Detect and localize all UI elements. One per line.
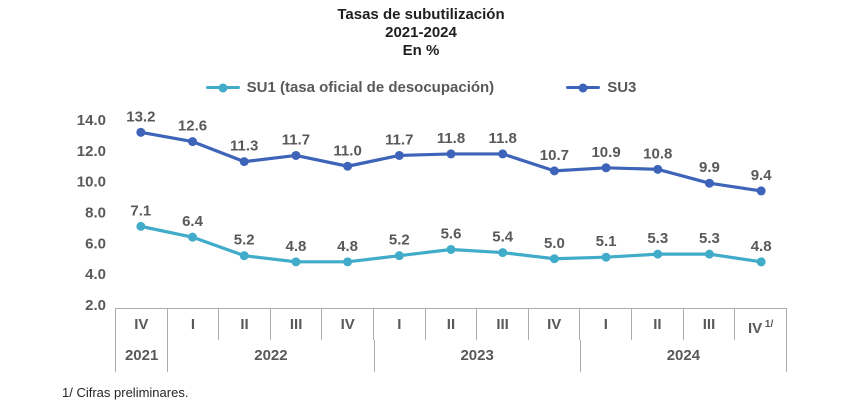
data-label-su1: 5.2 [389,232,410,249]
data-point-su1 [188,232,198,242]
data-point-su1 [343,257,353,267]
su1-legend-marker-icon [205,83,240,92]
data-label-su1: 6.4 [182,213,204,230]
x-axis-year-2024: 2024 [581,340,788,372]
x-axis-year-2023: 2023 [375,340,581,372]
y-axis-tick-label: 12.0 [77,143,106,160]
data-point-su1 [239,251,249,261]
x-axis-quarter-4: III [271,309,323,340]
legend-label-su1: SU1 (tasa oficial de desocupación) [246,79,495,96]
data-label-su1: 5.3 [647,230,668,247]
data-point-su3 [446,149,456,159]
data-point-su3 [601,163,611,173]
data-label-su3: 11.8 [489,130,517,147]
x-axis-table: IV I II III IV I II III IV I II III IV 1/ 2021 2022 20… [115,308,788,372]
x-axis-year-2022: 2022 [168,340,375,372]
chart-title-line2: 2021-2024 [385,24,457,41]
x-axis-year-2021: 2021 [116,340,169,372]
x-axis-quarter-6: I [374,309,426,340]
chart-title: Tasas de subutilización 2021-2024 En % [54,6,788,60]
legend-item-su1: SU1 (tasa oficial de desocupación) [205,79,495,96]
x-axis-quarter-11: II [632,309,684,340]
data-label-su3: 13.2 [126,108,155,125]
legend-item-su3: SU3 [566,79,636,96]
data-label-su3: 9.4 [751,167,773,184]
x-axis-quarter-7: II [426,309,478,340]
su1-legend-dot-icon [218,83,228,92]
su3-legend-marker-icon [566,83,601,92]
x-axis-quarter-5: IV [322,309,375,340]
data-label-su1: 4.8 [337,238,358,255]
data-point-su3 [498,149,508,159]
data-point-su3 [394,150,404,160]
x-axis-quarter-1: IV [116,309,168,340]
data-point-su1 [498,248,508,258]
data-point-su3 [291,150,301,160]
legend: SU1 (tasa oficial de desocupación) SU3 [54,79,788,96]
data-label-su3: 11.0 [333,142,361,159]
data-label-su1: 5.4 [492,229,514,246]
data-label-su3: 11.7 [282,131,310,148]
data-point-su1 [756,257,766,267]
footnote-marker: 1/ [762,319,774,330]
data-point-su3 [704,178,714,188]
data-label-su1: 5.2 [234,232,255,249]
data-label-su1: 4.8 [285,238,306,255]
chart-title-line1: Tasas de subutilización [337,6,505,23]
data-point-su3 [343,161,353,171]
x-axis-quarter-13: IV 1/ [735,309,787,340]
y-axis-tick-label: 14.0 [77,112,106,129]
data-label-su3: 10.8 [643,145,672,162]
y-axis-tick-label: 10.0 [77,174,106,191]
y-axis-tick-label: 6.0 [85,235,106,252]
x-axis-quarter-12: III [684,309,736,340]
y-axis-tick-label: 2.0 [85,297,106,314]
data-label-su1: 5.6 [441,226,462,243]
data-point-su1 [653,249,663,259]
data-point-su3 [136,127,146,137]
x-axis-quarter-8: III [477,309,529,340]
data-point-su3 [549,166,559,176]
x-axis-quarter-9: IV [529,309,581,340]
data-point-su1 [549,254,559,264]
footnote: 1/ Cifras preliminares. [62,385,189,400]
x-axis-quarter-row: IV I II III IV I II III IV I II III IV 1/ [115,309,787,340]
data-label-su3: 10.7 [540,147,569,164]
data-label-su3: 9.9 [699,159,720,176]
data-point-su1 [394,251,404,261]
x-axis-quarter-10: I [580,309,633,340]
data-label-su1: 4.8 [751,238,772,255]
data-point-su1 [446,245,456,254]
data-point-su1 [704,249,714,259]
legend-label-su3: SU3 [607,79,637,96]
data-point-su1 [136,221,146,231]
data-label-su3: 11.7 [385,131,413,148]
su3-legend-dot-icon [578,83,588,92]
data-label-su3: 11.8 [437,130,465,147]
data-point-su1 [291,257,301,267]
data-label-su1: 7.1 [130,202,151,219]
data-label-su1: 5.1 [596,233,617,250]
data-label-su3: 10.9 [591,144,620,161]
y-axis-tick-label: 4.0 [85,266,106,283]
data-label-su3: 12.6 [178,118,207,135]
data-point-su3 [756,186,766,196]
y-axis-tick-label: 8.0 [85,205,106,222]
x-axis-quarter-2: I [168,309,220,340]
data-point-su3 [188,137,198,147]
chart-title-line3: En % [402,42,440,59]
data-point-su3 [653,164,663,174]
data-point-su1 [601,252,611,262]
x-axis-quarter-3: II [219,309,271,340]
data-label-su1: 5.3 [699,230,720,247]
data-label-su3: 11.3 [230,138,258,155]
data-label-su1: 5.0 [544,235,565,252]
data-point-su3 [239,157,249,167]
x-axis-year-row: 2021 2022 2023 2024 [115,340,788,372]
